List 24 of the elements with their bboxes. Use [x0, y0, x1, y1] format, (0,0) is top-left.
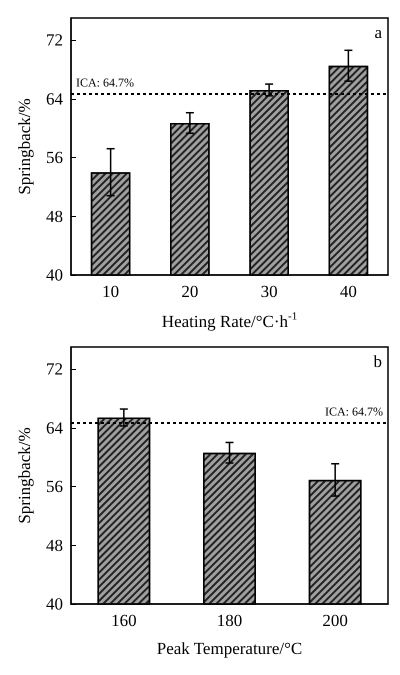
ref-line-label: ICA: 64.7% [325, 404, 383, 419]
x-tick-label: 160 [111, 611, 137, 630]
annotation: b [374, 352, 382, 371]
x-tick-label: 10 [102, 282, 120, 301]
x-tick-label: 30 [260, 282, 278, 301]
x-tick-label: 40 [340, 282, 357, 301]
y-tick-label: 56 [46, 477, 63, 496]
y-tick-label: 64 [46, 418, 64, 438]
x-tick-label: 180 [216, 611, 242, 630]
y-tick-label: 48 [46, 206, 63, 226]
annotation: a [374, 23, 382, 42]
x-tick-label: 200 [322, 611, 348, 630]
y-tick-label: 48 [46, 536, 63, 555]
x-axis-title: Peak Temperature/°C [156, 639, 302, 658]
y-axis-title: Springback/% [15, 98, 34, 195]
y-tick-label: 56 [46, 148, 63, 168]
y-tick-label: 40 [46, 266, 63, 284]
ref-line-label: ICA: 64.7% [76, 76, 134, 90]
y-axis-title: Springback/% [15, 427, 34, 524]
y-tick-label: 64 [46, 89, 64, 108]
y-tick-label: 72 [46, 30, 63, 50]
y-tick-label: 40 [46, 594, 63, 614]
x-tick-label: 20 [181, 282, 198, 301]
y-tick-label: 72 [46, 360, 63, 379]
